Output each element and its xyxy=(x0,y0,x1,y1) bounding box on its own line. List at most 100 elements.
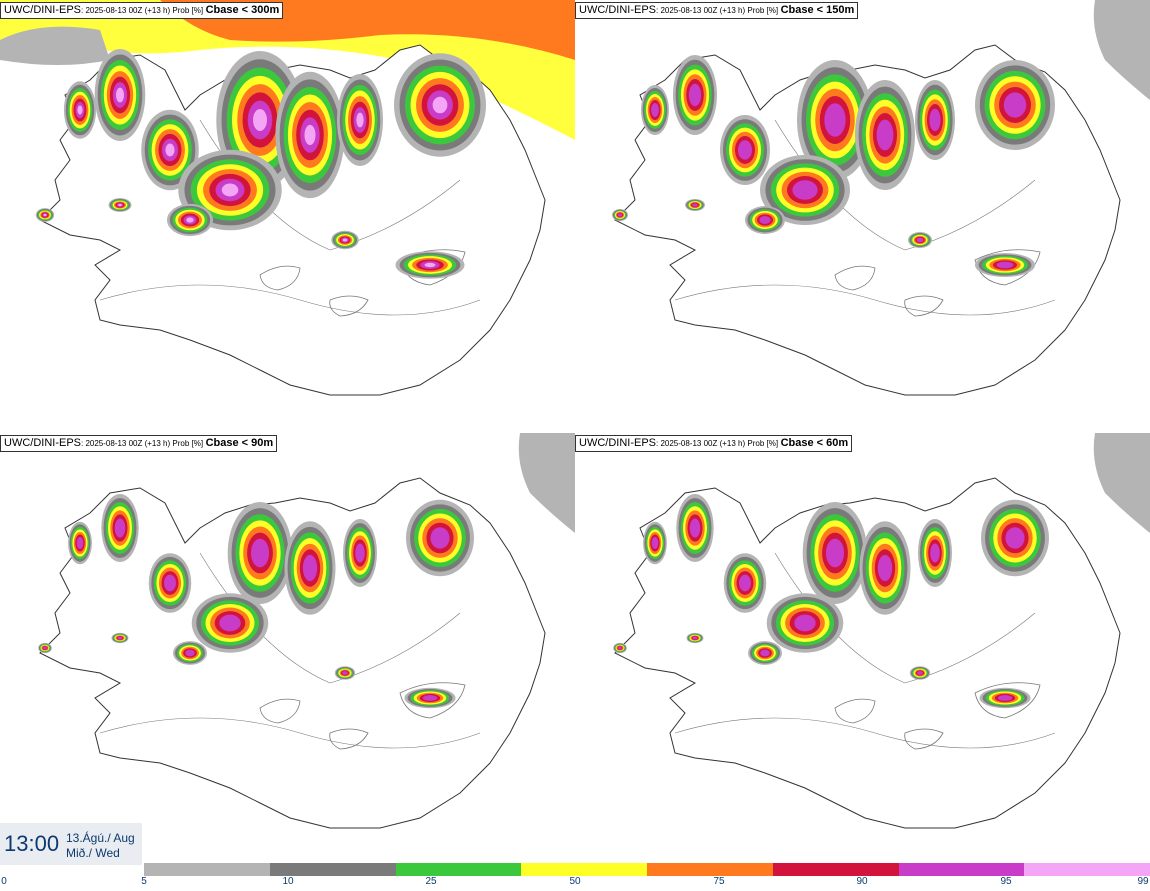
field-label: Cbase < 300m xyxy=(205,4,280,16)
probability-contour xyxy=(739,574,751,592)
glacier-outline xyxy=(329,295,369,317)
colorbar-tick-label: 10 xyxy=(282,876,294,887)
map-panel-cbase-300: UWC/DINI-EPS: 2025-08-13 00Z (+13 h) Pro… xyxy=(0,0,575,430)
colorbar-segment xyxy=(395,863,522,876)
probability-contour xyxy=(115,87,125,103)
colorbar-segment xyxy=(269,863,396,876)
model-label: UWC/DINI-EPS xyxy=(4,437,81,449)
probability-contour xyxy=(253,108,267,132)
iceland-map xyxy=(38,433,575,829)
colorbar-tick-label: 0 xyxy=(1,876,7,887)
probability-colorbar xyxy=(144,863,1150,876)
probability-contour xyxy=(117,636,123,640)
probability-contour xyxy=(688,83,702,107)
panel-title: UWC/DINI-EPS: 2025-08-13 00Z (+13 h) Pro… xyxy=(575,2,859,19)
iceland-map xyxy=(613,433,1150,829)
sea-fog-area xyxy=(0,0,575,140)
colorbar-segment xyxy=(1024,863,1150,876)
probability-contour xyxy=(355,543,365,563)
probability-contour xyxy=(996,261,1014,269)
road-line xyxy=(99,284,481,316)
model-label: UWC/DINI-EPS xyxy=(579,437,656,449)
probability-contour xyxy=(824,103,846,137)
probability-contour xyxy=(738,140,752,160)
probability-contour xyxy=(692,636,698,640)
probability-contour xyxy=(302,554,318,582)
probability-contour xyxy=(1005,527,1025,549)
run-label: : 2025-08-13 00Z (+13 h) Prob [%] xyxy=(81,6,204,15)
colorbar-segment xyxy=(647,863,773,876)
probability-contour xyxy=(304,124,316,146)
colorbar-tick-label: 90 xyxy=(856,876,868,887)
probability-contour xyxy=(250,538,270,568)
road-line xyxy=(99,717,481,749)
probability-contour xyxy=(876,119,894,151)
field-label: Cbase < 60m xyxy=(780,437,849,449)
valid-time: 13:00 xyxy=(4,831,60,856)
glacier-outline xyxy=(834,265,876,291)
glacier-outline xyxy=(834,698,876,724)
colorbar-tick-label: 99 xyxy=(1137,876,1149,887)
run-label: : 2025-08-13 00Z (+13 h) Prob [%] xyxy=(81,439,204,448)
sea-fog-area xyxy=(1093,0,1150,100)
probability-contour xyxy=(43,646,47,650)
probability-contour xyxy=(929,108,941,132)
valid-weekday: Mið./ Wed xyxy=(66,846,120,860)
glacier-outline xyxy=(904,728,944,750)
valid-date: 13.Ágú./ Aug xyxy=(66,831,135,845)
probability-contour xyxy=(430,527,450,549)
probability-contour xyxy=(356,112,364,128)
colorbar-segment xyxy=(898,863,1025,876)
glacier-outline xyxy=(259,265,301,291)
map-panel-cbase-150: UWC/DINI-EPS: 2025-08-13 00Z (+13 h) Pro… xyxy=(575,0,1150,430)
probability-contour xyxy=(342,238,348,242)
probability-contour xyxy=(617,213,623,217)
probability-contour xyxy=(759,216,771,224)
iceland-map xyxy=(612,0,1150,396)
probability-contour xyxy=(186,217,194,223)
valid-time-box: 13:00 13.Ágú./ Aug Mið./ Wed xyxy=(0,823,142,865)
panel-title: UWC/DINI-EPS: 2025-08-13 00Z (+13 h) Pro… xyxy=(575,435,853,452)
glacier-outline xyxy=(399,682,466,719)
map-panel-cbase-60: UWC/DINI-EPS: 2025-08-13 00Z (+13 h) Pro… xyxy=(575,433,1150,863)
probability-contour xyxy=(825,538,845,568)
probability-contour xyxy=(165,143,175,157)
probability-contour xyxy=(997,695,1013,701)
sea-fog-area xyxy=(1093,433,1150,533)
colorbar-tick-label: 50 xyxy=(569,876,581,887)
probability-contour xyxy=(432,96,448,114)
probability-contour xyxy=(185,649,195,657)
colorbar-ticks: 0 5 10 25 50 75 90 95 99 xyxy=(0,876,1150,890)
iceland-map xyxy=(0,0,575,396)
probability-contour xyxy=(43,213,47,217)
sea-fog-area xyxy=(0,26,110,66)
model-label: UWC/DINI-EPS xyxy=(4,4,81,16)
probability-contour xyxy=(692,203,698,207)
colorbar-tick-label: 25 xyxy=(425,876,437,887)
map-panel-cbase-90: UWC/DINI-EPS: 2025-08-13 00Z (+13 h) Pro… xyxy=(0,433,575,863)
probability-contour xyxy=(917,671,923,675)
probability-contour xyxy=(877,554,893,582)
probability-contour xyxy=(342,671,348,675)
probability-contour xyxy=(1003,92,1027,118)
probability-contour xyxy=(760,649,770,657)
colorbar-segment xyxy=(144,863,270,876)
road-line xyxy=(674,284,1056,316)
probability-contour xyxy=(651,537,659,549)
road-line xyxy=(674,717,1056,749)
glacier-outline xyxy=(904,295,944,317)
colorbar-tick-label: 5 xyxy=(141,876,147,887)
probability-contour xyxy=(651,103,659,117)
probability-contour xyxy=(76,537,84,549)
probability-contour xyxy=(219,614,241,632)
probability-contour xyxy=(221,183,239,197)
field-label: Cbase < 150m xyxy=(780,4,855,16)
probability-contour xyxy=(618,646,622,650)
probability-contour xyxy=(164,574,176,592)
probability-contour xyxy=(916,237,924,243)
probability-contour xyxy=(118,203,122,207)
glacier-outline xyxy=(329,728,369,750)
field-label: Cbase < 90m xyxy=(205,437,274,449)
probability-contour xyxy=(77,105,83,115)
run-label: : 2025-08-13 00Z (+13 h) Prob [%] xyxy=(656,6,779,15)
